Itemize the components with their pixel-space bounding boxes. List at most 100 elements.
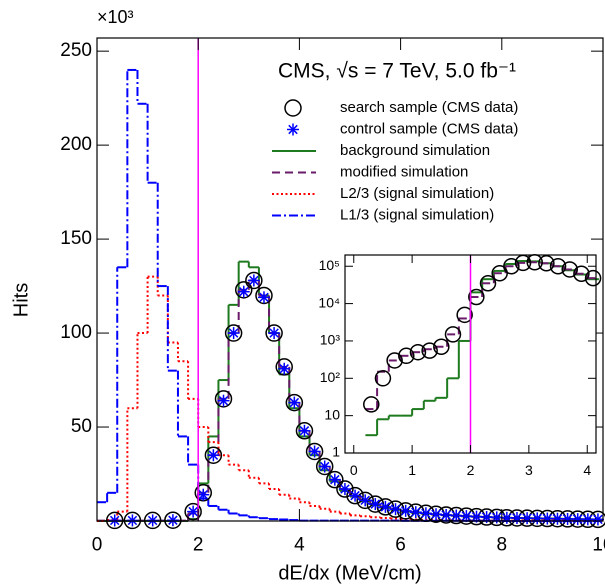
star-stroke bbox=[249, 275, 259, 286]
marker-star bbox=[379, 500, 392, 513]
x-tick-label: 10 bbox=[592, 535, 605, 556]
marker-circle bbox=[295, 422, 314, 440]
marker-circle bbox=[245, 271, 263, 290]
plot-frame bbox=[96, 37, 604, 522]
marker-circle bbox=[433, 338, 450, 355]
x-tick-label: 2 bbox=[193, 535, 204, 556]
star-stroke bbox=[239, 286, 249, 297]
star-stroke bbox=[471, 511, 482, 522]
star-stroke bbox=[188, 506, 198, 517]
x-tick-label: 2 bbox=[467, 462, 475, 478]
legend-label: control sample (CMS data) bbox=[340, 120, 518, 137]
marker-circle bbox=[164, 511, 182, 529]
star-stroke bbox=[451, 510, 461, 521]
plot-content bbox=[365, 260, 599, 437]
star-stroke bbox=[461, 511, 472, 521]
y-tick-label: 10² bbox=[320, 369, 341, 385]
marker-circle bbox=[374, 370, 392, 387]
star-stroke bbox=[208, 450, 219, 460]
marker-star bbox=[419, 507, 432, 520]
star-stroke bbox=[330, 474, 340, 485]
marker-star bbox=[338, 483, 351, 496]
marker-star bbox=[349, 489, 362, 502]
marker-star bbox=[561, 512, 574, 525]
marker-star bbox=[581, 513, 594, 526]
marker-star bbox=[268, 327, 281, 340]
marker-circle bbox=[584, 269, 602, 287]
y-tick-label: 50 bbox=[71, 416, 92, 437]
marker-star bbox=[278, 362, 291, 375]
y-tick-label: 10³ bbox=[320, 332, 341, 348]
marker-star bbox=[197, 488, 210, 501]
marker-star bbox=[207, 449, 220, 462]
legend-label: background simulation bbox=[340, 142, 490, 159]
y-tick-label: 100 bbox=[60, 322, 92, 343]
star-stroke bbox=[370, 499, 381, 509]
star-stroke bbox=[299, 426, 310, 436]
annotation: CMS, √s = 7 TeV, 5.0 fb⁻¹ bbox=[278, 60, 516, 83]
marker-star bbox=[257, 291, 270, 304]
marker-circle bbox=[479, 275, 497, 292]
marker-circle bbox=[363, 396, 380, 413]
star-stroke bbox=[218, 395, 229, 406]
marker-circle bbox=[409, 343, 427, 361]
star-stroke bbox=[269, 328, 279, 338]
marker-star bbox=[237, 285, 250, 298]
star-stroke bbox=[572, 514, 583, 524]
marker-star bbox=[166, 514, 179, 527]
marker-star bbox=[298, 424, 311, 437]
y-multiplier: ×10³ bbox=[97, 7, 134, 27]
star-stroke bbox=[288, 124, 298, 135]
marker-star bbox=[288, 396, 301, 409]
marker-star bbox=[308, 445, 321, 458]
x-axis-title: dE/dx (MeV/cm) bbox=[278, 562, 421, 584]
marker-circle bbox=[346, 486, 364, 505]
star-stroke bbox=[431, 509, 441, 519]
marker-circle bbox=[284, 99, 302, 117]
marker-star bbox=[460, 510, 473, 523]
marker-circle bbox=[538, 255, 555, 272]
marker-star bbox=[247, 274, 260, 287]
marker-star bbox=[369, 498, 382, 511]
star-stroke bbox=[319, 461, 330, 472]
marker-star bbox=[440, 508, 453, 521]
marker-circle bbox=[265, 324, 283, 342]
star-stroke bbox=[279, 364, 289, 374]
legend-label: modified simulation bbox=[340, 163, 468, 180]
star-stroke bbox=[289, 397, 300, 408]
marker-star bbox=[450, 509, 463, 522]
y-axis-title: Hits bbox=[10, 283, 32, 317]
marker-circle bbox=[386, 352, 403, 369]
marker-circle bbox=[336, 480, 354, 498]
marker-circle bbox=[468, 288, 485, 306]
marker-circle bbox=[326, 470, 344, 489]
star-stroke bbox=[350, 490, 360, 501]
marker-circle bbox=[427, 505, 445, 523]
x-tick-label: 1 bbox=[408, 462, 416, 478]
marker-circle bbox=[285, 393, 304, 412]
star-stroke bbox=[198, 489, 208, 500]
y-tick-label: 10 bbox=[324, 406, 340, 422]
y-tick-label: 10⁵ bbox=[319, 257, 340, 273]
legend-label: L1/3 (signal simulation) bbox=[340, 206, 494, 223]
marker-circle bbox=[573, 265, 590, 282]
y-tick-label: 250 bbox=[60, 40, 92, 61]
marker-circle bbox=[444, 326, 462, 343]
marker-star bbox=[187, 505, 200, 518]
star-stroke bbox=[380, 502, 391, 512]
marker-circle bbox=[503, 257, 520, 275]
marker-star bbox=[389, 503, 402, 516]
star-stroke bbox=[481, 512, 492, 522]
x-tick-label: 0 bbox=[350, 462, 358, 478]
marker-circle bbox=[204, 446, 223, 464]
marker-circle bbox=[398, 347, 415, 365]
marker-circle bbox=[224, 324, 243, 342]
marker-circle bbox=[549, 257, 567, 275]
star-stroke bbox=[562, 514, 573, 524]
star-stroke bbox=[441, 510, 451, 520]
star-stroke bbox=[411, 507, 421, 517]
marker-circle bbox=[234, 281, 253, 299]
marker-star bbox=[399, 504, 412, 517]
marker-circle bbox=[356, 491, 374, 510]
y-tick-label: 200 bbox=[60, 134, 92, 155]
